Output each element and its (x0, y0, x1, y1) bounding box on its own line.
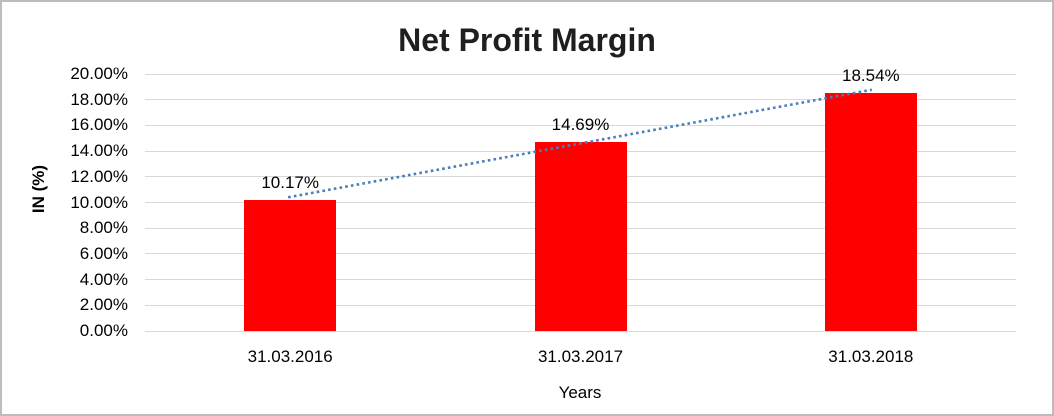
y-tick-label: 0.00% (79, 321, 128, 340)
bar-value-label: 10.17% (261, 173, 319, 193)
y-tick-label: 10.00% (70, 192, 128, 212)
bar-value-label: 18.54% (841, 65, 900, 85)
y-tick-label: 6.00% (79, 243, 128, 263)
x-tick-label: 31.03.2018 (828, 347, 914, 366)
y-tick-label: 8.00% (79, 218, 128, 238)
y-tick-label: 14.00% (70, 141, 128, 161)
x-tick-label: 31.03.2017 (537, 347, 624, 366)
gridline (145, 73, 1016, 75)
y-tick-label: 4.00% (79, 269, 128, 289)
y-tick-label: 2.00% (79, 295, 128, 315)
x-tick-label: 31.03.2016 (247, 347, 333, 366)
bar (824, 92, 917, 331)
chart-title: Net Profit Margin (398, 22, 656, 58)
y-tick-label: 18.00% (70, 89, 128, 109)
y-tick-label: 20.00% (70, 64, 128, 83)
gridline (145, 330, 1016, 332)
x-axis-title: Years (558, 383, 602, 402)
bar (534, 142, 627, 331)
bar (244, 200, 337, 331)
y-tick-label: 12.00% (70, 166, 128, 186)
bar-value-label: 14.69% (551, 115, 610, 135)
y-tick-label: 16.00% (70, 115, 128, 135)
